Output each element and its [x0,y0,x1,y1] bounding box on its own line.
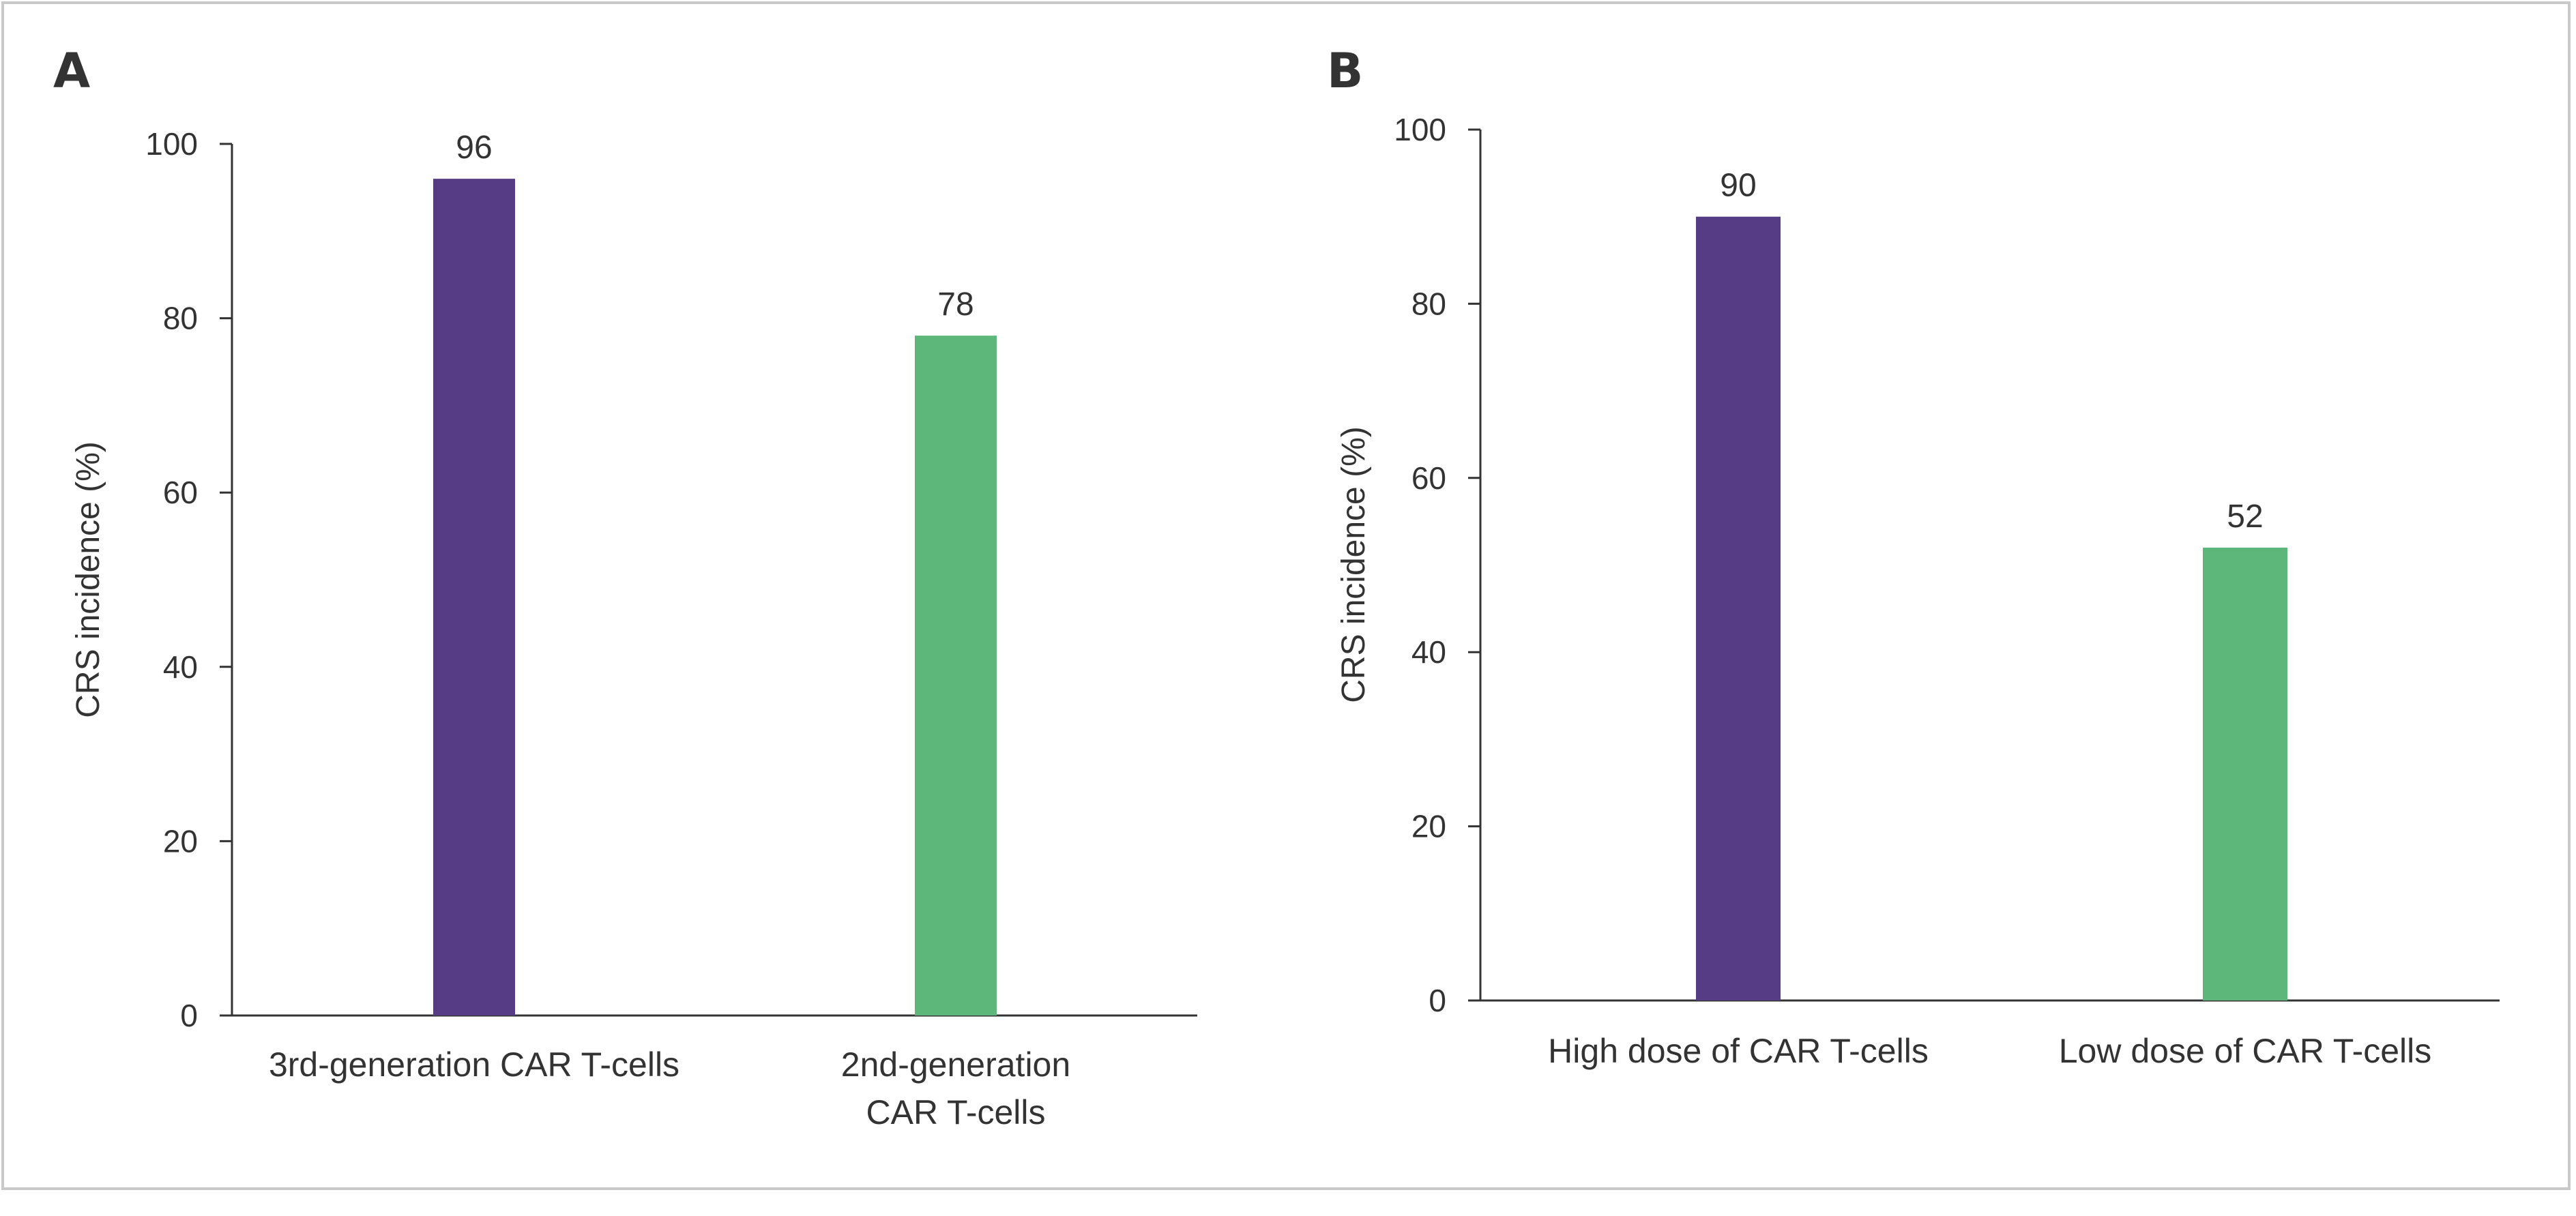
y-tick-label: 100 [145,126,198,162]
x-category-label: Low dose of CAR T-cells [2059,1032,2432,1070]
data-label: 90 [1720,168,1756,204]
y-axis-title: CRS incidence (%) [70,441,106,717]
bar-2 [2203,547,2287,1000]
y-tick-label: 80 [163,301,198,336]
x-category-label: CAR T-cells [866,1093,1045,1131]
y-tick-label: 20 [163,823,198,859]
data-label: 78 [937,286,974,323]
x-category-label: 3rd-generation CAR T-cells [269,1046,679,1084]
y-tick-label: 80 [1411,286,1446,321]
bar-1 [433,179,515,1015]
y-tick-label: 40 [163,649,198,685]
data-label: 52 [2227,499,2263,535]
y-tick-label: 60 [163,475,198,510]
panel-letter: A [53,43,90,99]
bar-1 [1696,216,1781,1001]
panel-letter: B [1327,43,1363,99]
y-tick-label: 60 [1411,460,1446,496]
y-axis-title: CRS incidence (%) [1336,426,1372,702]
y-tick-label: 0 [180,998,198,1033]
data-label: 96 [456,130,492,166]
y-tick-label: 100 [1394,112,1446,147]
x-category-label: 2nd-generation [841,1046,1070,1084]
y-tick-label: 0 [1429,983,1446,1018]
y-tick-label: 40 [1411,634,1446,670]
figure-frame [1,1,2571,1190]
bar-2 [915,336,997,1015]
y-tick-label: 20 [1411,809,1446,844]
x-category-label: High dose of CAR T-cells [1548,1032,1929,1070]
